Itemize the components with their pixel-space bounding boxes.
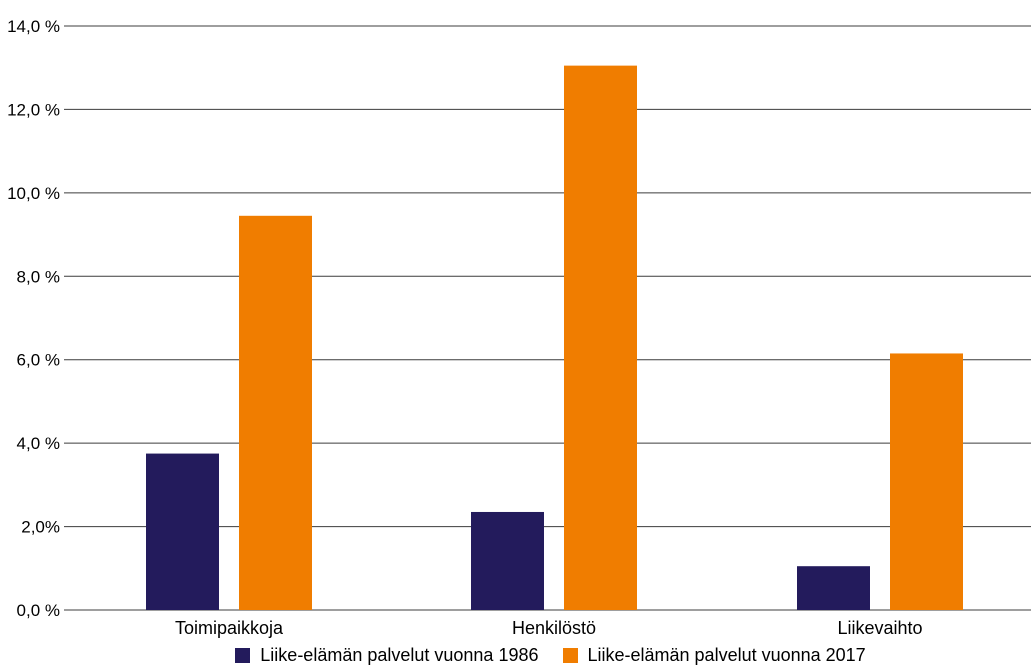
legend-swatch-1986 — [235, 647, 251, 663]
bar-liikevaihto-series-1 — [797, 566, 870, 610]
y-tick-label-3: 6,0 % — [17, 351, 60, 370]
bar-henkilst-series-2 — [564, 65, 637, 611]
x-category-label-1: Henkilöstö — [512, 618, 596, 638]
legend-item-1986: Liike-elämän palvelut vuonna 1986 — [235, 644, 539, 666]
y-tick-label-6: 12,0 % — [7, 100, 60, 119]
y-tick-label-1: 2,0% — [21, 518, 60, 537]
legend-label-1986: Liike-elämän palvelut vuonna 1986 — [260, 644, 539, 665]
y-tick-label-2: 4,0 % — [17, 434, 60, 453]
y-tick-label-0: 0,0 % — [17, 601, 60, 620]
bar-toimipaikkoja-series-1 — [146, 453, 219, 610]
bar-liikevaihto-series-2 — [890, 353, 963, 610]
x-category-label-2: Liikevaihto — [837, 618, 922, 638]
bar-henkilst-series-1 — [471, 511, 544, 610]
y-axis-tick-labels: 0,0 % 2,0% 4,0 % 6,0 % 8,0 % 10,0 % 12,0 % 14,0… — [7, 17, 60, 620]
gridlines — [64, 25, 1031, 611]
x-axis-category-labels: Toimipaikkoja Henkilöstö Liikevaihto — [175, 618, 923, 638]
y-tick-label-5: 10,0 % — [7, 184, 60, 203]
legend: Liike-elämän palvelut vuonna 1986 Liike-… — [0, 644, 1031, 666]
y-tick-label-7: 14,0 % — [7, 17, 60, 36]
bars — [146, 65, 963, 611]
y-tick-label-4: 8,0 % — [17, 267, 60, 286]
legend-label-2017: Liike-elämän palvelut vuonna 2017 — [587, 644, 866, 665]
legend-item-2017: Liike-elämän palvelut vuonna 2017 — [562, 644, 866, 666]
bar-toimipaikkoja-series-2 — [239, 215, 312, 611]
legend-swatch-2017 — [562, 647, 578, 663]
x-category-label-0: Toimipaikkoja — [175, 618, 284, 638]
